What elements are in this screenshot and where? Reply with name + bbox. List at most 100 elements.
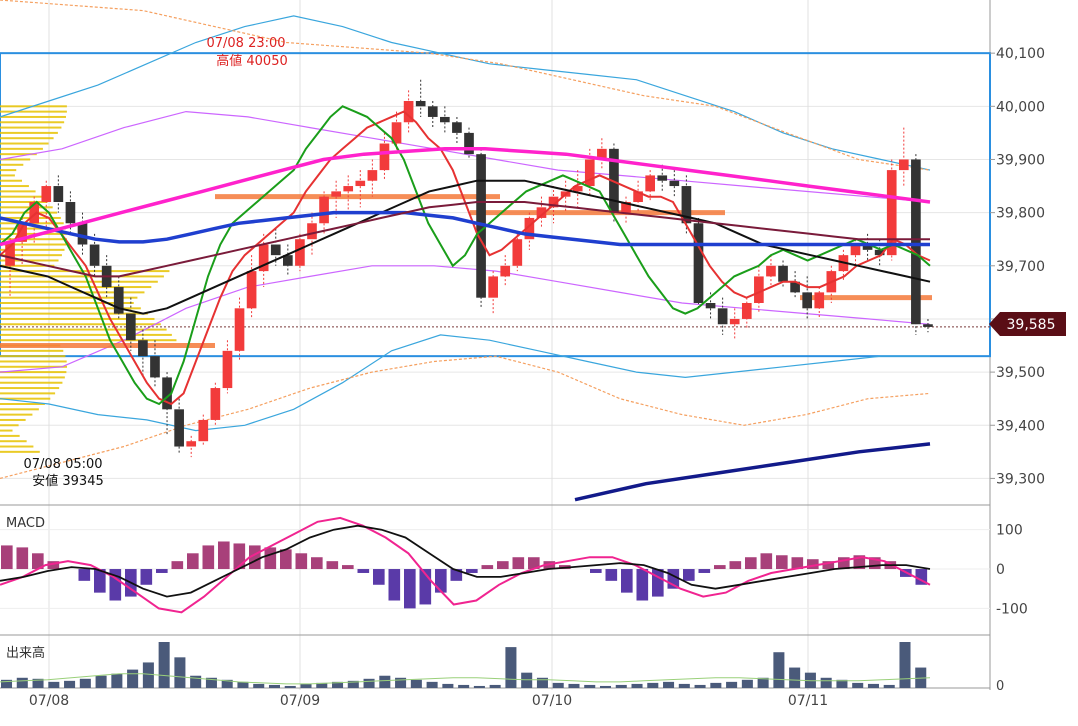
candle-body — [415, 101, 426, 107]
macd-tick-label: -100 — [996, 601, 1028, 617]
candle-body — [162, 377, 172, 410]
candle — [766, 255, 776, 288]
moving-average-3 — [0, 210, 930, 247]
volume-profile-bar — [0, 110, 67, 113]
volume-bar — [521, 672, 533, 688]
macd-histogram-bar — [171, 561, 184, 570]
macd-histogram-bar — [605, 569, 618, 581]
candle-body — [754, 276, 764, 303]
macd-histogram-bar — [388, 569, 401, 601]
candle-body — [645, 175, 655, 192]
volume-profile-bar — [0, 147, 43, 150]
candle-body — [512, 239, 523, 266]
volume-bar — [379, 675, 391, 688]
macd-histogram-bar — [404, 569, 416, 609]
volume-bar — [710, 682, 722, 688]
volume-profile-bar — [0, 227, 66, 230]
macd-tick-label: 100 — [996, 523, 1023, 539]
candle-body — [633, 191, 643, 202]
macd-histogram-bar — [326, 561, 339, 570]
macd-histogram-bar — [528, 557, 540, 570]
macd-histogram-bar — [745, 557, 757, 570]
volume-profile-bar — [0, 429, 13, 432]
macd-histogram-bar — [140, 569, 153, 585]
price-tick-label: 40,100 — [996, 46, 1045, 62]
volume-bar — [79, 678, 91, 688]
volume-bar — [836, 679, 848, 688]
volume-profile-bar — [0, 317, 155, 320]
volume-bar — [284, 685, 296, 688]
candle — [138, 329, 148, 378]
moving-average-5 — [0, 147, 931, 247]
candle-body — [246, 271, 257, 309]
volume-profile-bar — [0, 185, 29, 188]
macd-histogram-bar — [202, 545, 215, 570]
candle-body — [729, 318, 740, 325]
low-label: 安値 39345 — [32, 473, 104, 489]
volume-profile-bar — [0, 312, 148, 315]
current-price-label: 39,585 — [1007, 317, 1056, 333]
volume-bar — [647, 682, 659, 688]
volume-profile-bar — [0, 365, 67, 368]
candle — [633, 180, 643, 213]
macd-histogram-bar — [497, 561, 509, 570]
candle — [174, 398, 184, 455]
candle — [41, 180, 52, 229]
candle — [270, 228, 281, 266]
candle-body — [258, 244, 269, 272]
candle-body — [898, 159, 909, 171]
candle — [234, 297, 245, 362]
band-line-5 — [0, 265, 931, 373]
macd-title: MACD — [6, 516, 45, 531]
date-tick-label: 07/08 — [29, 693, 69, 709]
volume-bar — [316, 682, 328, 688]
volume-profile-bar — [0, 174, 15, 177]
candle-body — [125, 313, 136, 341]
price-tick-label: 39,800 — [996, 206, 1045, 222]
candle-body — [572, 186, 583, 192]
candle-body — [89, 244, 100, 266]
price-tick-label: 39,400 — [996, 418, 1045, 434]
macd-histogram-bar — [311, 557, 323, 570]
volume-profile-bar — [0, 413, 33, 416]
volume-profile-bar — [0, 440, 27, 443]
volume-profile-bar — [0, 408, 39, 411]
volume-profile-bar — [0, 418, 26, 421]
candle — [331, 180, 341, 218]
macd-histogram-bar — [512, 557, 525, 570]
candle-body — [331, 191, 341, 197]
candle — [198, 414, 209, 447]
volume-profile-bar — [0, 302, 134, 304]
volume-bar — [663, 681, 675, 688]
volume-bar — [883, 684, 895, 688]
macd-histogram-bar — [233, 543, 246, 570]
candle-body — [488, 276, 498, 298]
volume-bar — [32, 678, 44, 688]
candle — [246, 255, 257, 319]
macd-histogram-bar — [869, 557, 881, 570]
candle — [524, 212, 535, 250]
candle-body — [391, 122, 402, 144]
price-tick-label: 39,900 — [996, 152, 1045, 168]
volume-profile-bar — [0, 126, 62, 129]
volume-bar — [1, 679, 13, 688]
candle-body — [17, 223, 27, 242]
candle-body — [427, 106, 438, 117]
macd-histogram-bar — [280, 549, 292, 570]
volume-profile-bar — [0, 381, 63, 384]
macd-histogram-bar — [915, 569, 928, 585]
volume-profile-bar — [0, 333, 172, 336]
candle-body — [295, 239, 305, 266]
candle — [367, 159, 378, 197]
candle — [754, 265, 764, 314]
volume-profile-bar — [0, 254, 62, 257]
volume-profile-bar — [0, 328, 167, 331]
candle-body — [222, 350, 233, 389]
macd-histogram-bar — [218, 541, 230, 570]
volume-bar — [268, 684, 280, 688]
macd-histogram-bar — [435, 569, 447, 593]
volume-profile-bar — [0, 153, 37, 156]
candle-body — [923, 324, 933, 327]
volume-bar — [347, 680, 359, 688]
